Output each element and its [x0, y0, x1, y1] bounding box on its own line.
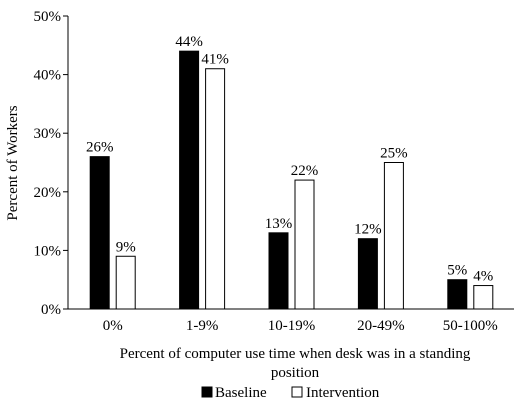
legend-swatch-baseline	[201, 386, 213, 398]
bar-baseline	[179, 50, 200, 310]
bar-intervention	[115, 255, 136, 310]
axes	[67, 16, 514, 310]
bar-intervention	[294, 179, 315, 310]
bar-baseline	[447, 279, 468, 310]
y-axis-title: Percent of Workers	[5, 105, 21, 220]
data-label-baseline: 13%	[265, 216, 293, 232]
bars	[89, 50, 494, 310]
bar-baseline	[357, 238, 378, 310]
x-axis-title-line1: Percent of computer use time when desk w…	[120, 346, 471, 362]
legend-label-intervention: Intervention	[306, 385, 380, 401]
x-tick-label: 50-100%	[443, 318, 498, 334]
data-label-intervention: 22%	[291, 163, 319, 179]
bar-baseline	[268, 232, 289, 310]
y-tick-label: 20%	[34, 185, 62, 201]
data-label-intervention: 4%	[473, 269, 493, 285]
x-tick-label: 0%	[103, 318, 123, 334]
bar-intervention	[205, 68, 226, 310]
data-label-baseline: 5%	[447, 263, 467, 279]
bar-intervention	[473, 285, 494, 310]
data-label-intervention: 9%	[116, 239, 136, 255]
y-ticks: 0% 10% 20% 30% 40% 50%	[34, 9, 68, 318]
legend: Baseline Intervention	[201, 385, 380, 401]
x-tick-label: 1-9%	[186, 318, 219, 334]
y-tick-label: 50%	[34, 9, 62, 25]
data-labels: 26% 9% 44% 41% 13% 22% 12% 25% 5% 4%	[86, 34, 493, 284]
bar-intervention	[383, 162, 404, 310]
data-label-baseline: 44%	[175, 34, 203, 50]
x-tick-label: 20-49%	[357, 318, 405, 334]
y-tick-label: 30%	[34, 126, 62, 142]
data-label-baseline: 12%	[354, 222, 382, 238]
y-tick-label: 10%	[34, 243, 62, 259]
x-tick-labels: 0% 1-9% 10-19% 20-49% 50-100%	[103, 318, 498, 334]
bar-baseline	[89, 156, 110, 310]
y-tick-label: 0%	[41, 302, 61, 318]
legend-swatch-intervention	[291, 386, 303, 398]
data-label-intervention: 41%	[201, 52, 229, 68]
x-axis-title-line2: position	[271, 365, 320, 381]
x-tick-label: 10-19%	[268, 318, 316, 334]
data-label-baseline: 26%	[86, 140, 114, 156]
y-tick-label: 40%	[34, 68, 62, 84]
data-label-intervention: 25%	[380, 146, 408, 162]
legend-label-baseline: Baseline	[215, 385, 267, 401]
